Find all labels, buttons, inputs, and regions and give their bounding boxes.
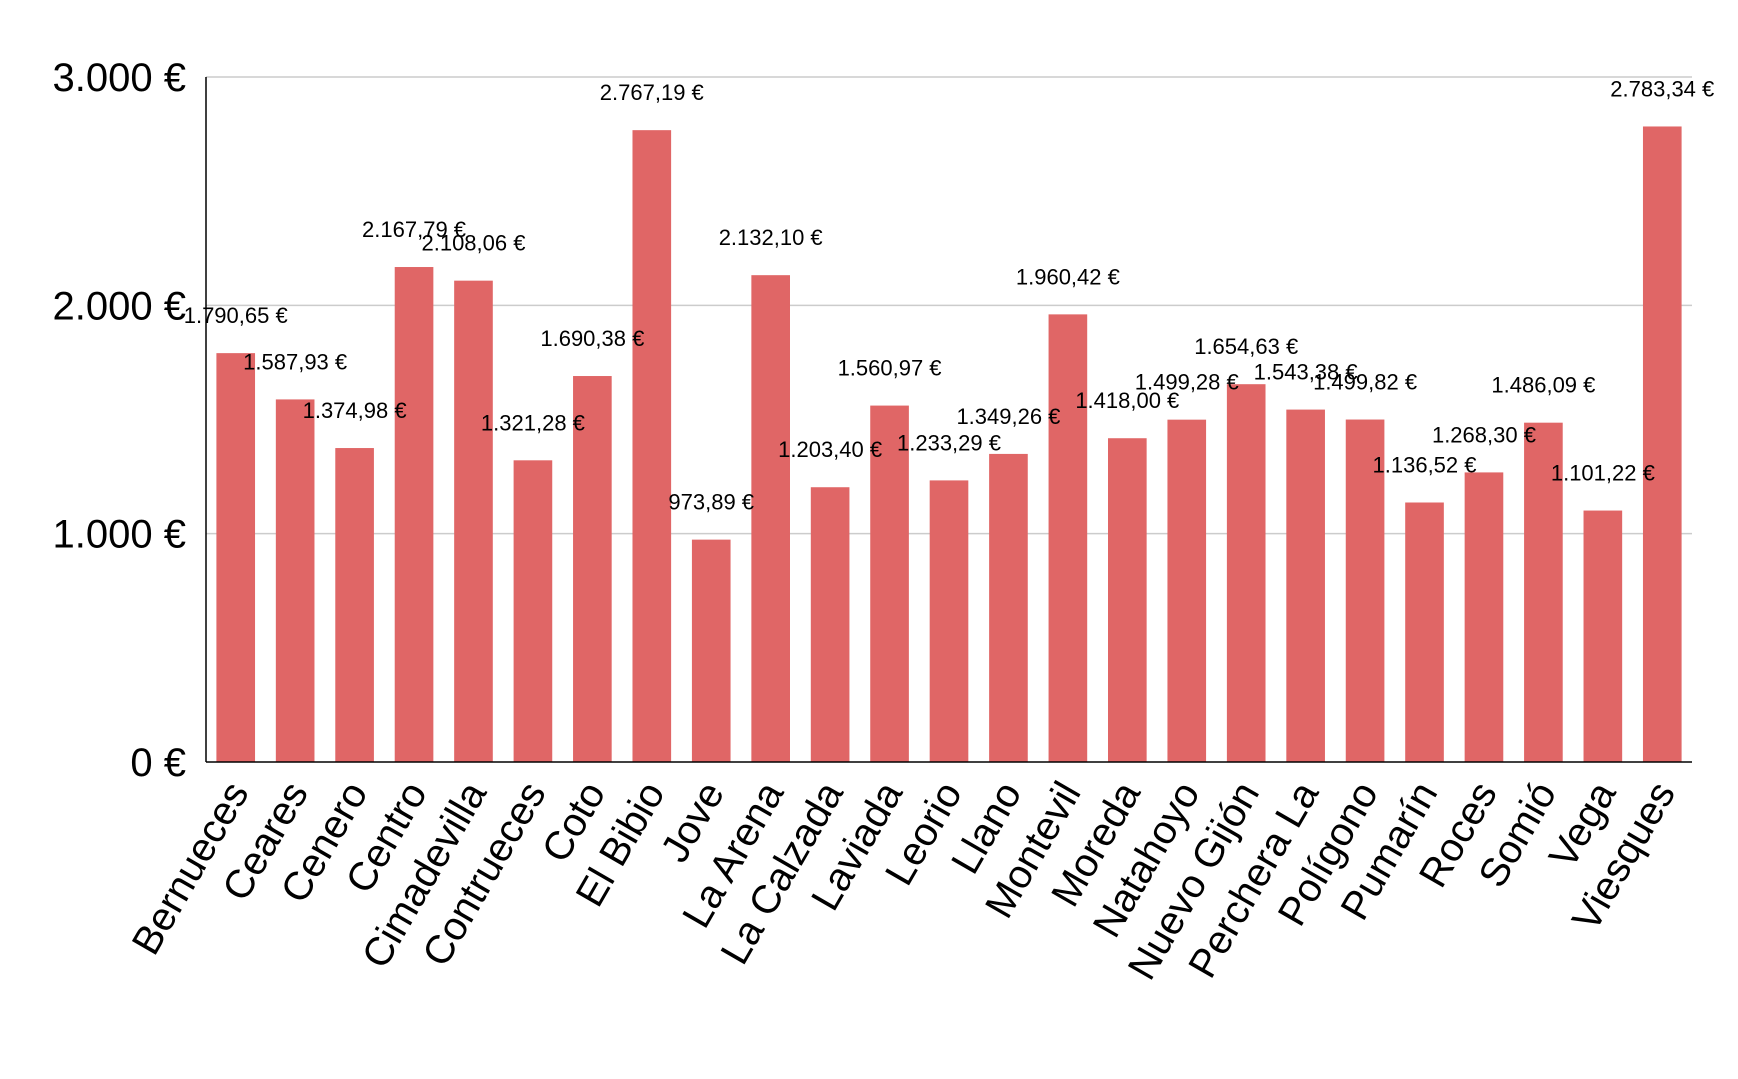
bar bbox=[513, 460, 553, 762]
data-label: 973,89 € bbox=[668, 490, 754, 515]
bar bbox=[573, 376, 612, 762]
bar bbox=[335, 448, 374, 762]
data-label: 1.587,93 € bbox=[243, 349, 347, 374]
data-label: 1.499,82 € bbox=[1313, 370, 1417, 395]
data-label: 1.349,26 € bbox=[956, 404, 1060, 429]
bar bbox=[691, 539, 731, 762]
data-label: 1.543,38 € bbox=[1254, 360, 1358, 385]
bar bbox=[929, 480, 969, 762]
data-label: 1.560,97 € bbox=[838, 356, 942, 381]
bar bbox=[1524, 422, 1563, 762]
bar bbox=[454, 280, 493, 762]
bar bbox=[1642, 126, 1682, 762]
data-label: 1.203,40 € bbox=[778, 437, 882, 462]
data-label: 1.136,52 € bbox=[1373, 452, 1477, 477]
data-label: 1.321,28 € bbox=[481, 410, 585, 435]
data-label: 2.167,79 € bbox=[362, 217, 466, 242]
data-label: 1.268,30 € bbox=[1432, 422, 1536, 447]
y-tick-label: 3.000 € bbox=[53, 56, 186, 100]
bar bbox=[1048, 314, 1088, 762]
bar bbox=[216, 353, 256, 762]
data-label: 1.654,63 € bbox=[1194, 334, 1298, 359]
x-axis-tick-labels: BernuecesCearesCeneroCentroCimadevillaCo… bbox=[124, 774, 1684, 987]
bar bbox=[1108, 438, 1147, 762]
data-label: 1.101,22 € bbox=[1551, 461, 1655, 486]
data-label: 2.767,19 € bbox=[600, 80, 704, 105]
data-label: 1.233,29 € bbox=[897, 430, 1001, 455]
data-label: 2.783,34 € bbox=[1610, 76, 1714, 101]
bar bbox=[1583, 510, 1623, 762]
data-label: 1.960,42 € bbox=[1016, 264, 1120, 289]
data-label: 1.790,65 € bbox=[184, 303, 288, 328]
bar bbox=[1226, 384, 1266, 762]
bar bbox=[1286, 409, 1325, 762]
data-label: 1.418,00 € bbox=[1075, 388, 1179, 413]
bar bbox=[275, 399, 315, 762]
bars bbox=[216, 126, 1682, 763]
y-tick-label: 2.000 € bbox=[53, 284, 186, 328]
data-label: 1.486,09 € bbox=[1491, 373, 1595, 398]
bar bbox=[1167, 419, 1207, 762]
bar bbox=[1464, 472, 1504, 762]
bar bbox=[751, 275, 790, 762]
data-label: 1.499,28 € bbox=[1135, 370, 1239, 395]
bar bbox=[810, 487, 850, 762]
y-tick-label: 1.000 € bbox=[53, 513, 186, 557]
bar bbox=[394, 267, 434, 762]
data-label: 1.374,98 € bbox=[303, 398, 407, 423]
axes bbox=[205, 77, 1692, 763]
bar bbox=[989, 453, 1028, 762]
y-axis-tick-labels: 0 € 1.000 € 2.000 € 3.000 € bbox=[53, 56, 186, 785]
data-labels: 1.790,65 € 1.587,93 € 1.374,98 € 2.167,79 €… bbox=[184, 76, 1715, 514]
data-label: 2.108,06 € bbox=[421, 231, 525, 256]
data-label: 1.690,38 € bbox=[540, 326, 644, 351]
bar bbox=[632, 130, 672, 763]
bar bbox=[1405, 502, 1444, 762]
bar bbox=[870, 405, 909, 762]
data-label: 2.132,10 € bbox=[719, 225, 823, 250]
y-tick-label: 0 € bbox=[130, 741, 186, 785]
bar bbox=[1345, 419, 1385, 762]
